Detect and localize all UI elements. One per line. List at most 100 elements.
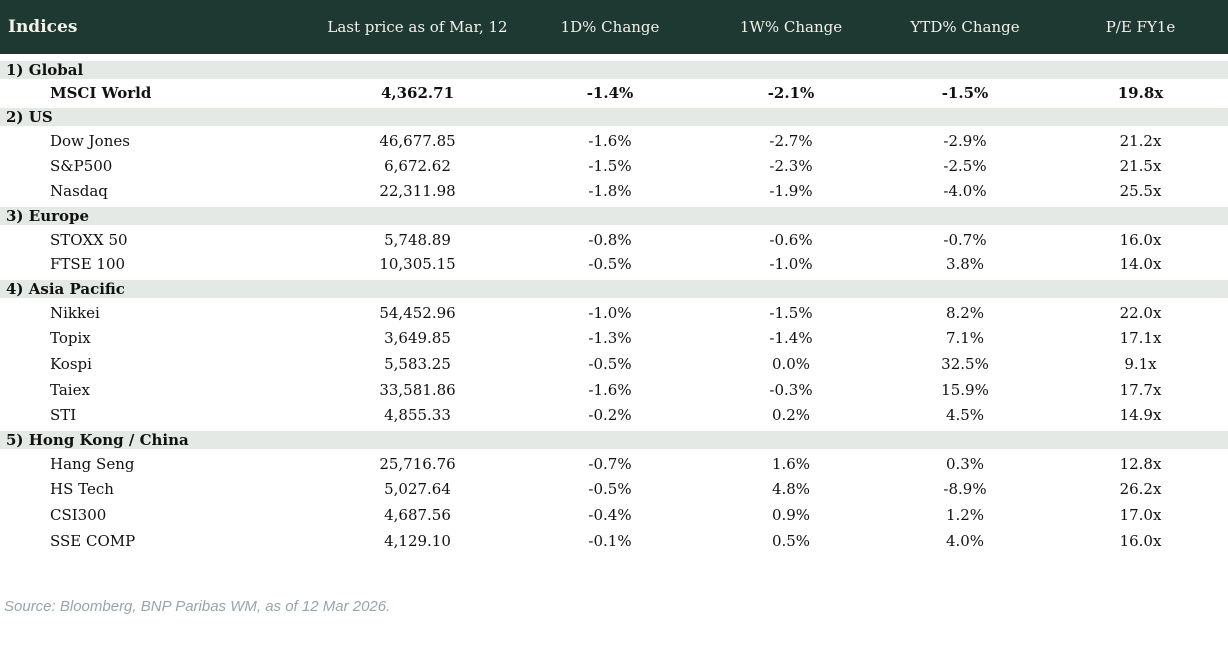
- ytd-change-cell: 3.8%: [877, 252, 1053, 278]
- pe-cell: 14.0x: [1053, 252, 1228, 278]
- 1w-change-cell: 0.2%: [705, 403, 877, 429]
- section-row: 1) Global: [0, 55, 1228, 82]
- column-header-1w-change: 1W% Change: [705, 0, 877, 61]
- index-name-cell: S&P500: [0, 153, 320, 179]
- section-row: 4) Asia Pacific: [0, 276, 1228, 301]
- 1w-change-cell: 0.9%: [705, 502, 877, 528]
- source-note: Source: Bloomberg, BNP Paribas WM, as of…: [4, 598, 391, 615]
- table-title: Indices: [0, 0, 320, 61]
- 1d-change-cell: -0.4%: [515, 502, 705, 528]
- last-price-cell: 4,687.56: [320, 502, 515, 528]
- pe-cell: 9.1x: [1053, 351, 1228, 377]
- ytd-change-cell: 4.0%: [877, 528, 1053, 554]
- index-name-cell: MSCI World: [0, 80, 320, 106]
- 1w-change-cell: 4.8%: [705, 476, 877, 502]
- 1d-change-cell: -1.4%: [515, 80, 705, 106]
- index-row: Kospi 5,583.25 -0.5% 0.0% 32.5% 9.1x: [0, 351, 1228, 377]
- pe-cell: 16.0x: [1053, 226, 1228, 252]
- index-name-cell: Taiex: [0, 377, 320, 403]
- 1w-change-cell: -1.4%: [705, 325, 877, 351]
- 1d-change-cell: -0.1%: [515, 528, 705, 554]
- ytd-change-cell: 7.1%: [877, 325, 1053, 351]
- section-row: 5) Hong Kong / China: [0, 427, 1228, 452]
- section-label: 1) Global: [0, 55, 1228, 82]
- 1d-change-cell: -1.3%: [515, 325, 705, 351]
- index-row: FTSE 100 10,305.15 -0.5% -1.0% 3.8% 14.0x: [0, 252, 1228, 278]
- pe-cell: 26.2x: [1053, 476, 1228, 502]
- index-name-cell: Hang Seng: [0, 450, 320, 476]
- pe-cell: 16.0x: [1053, 528, 1228, 554]
- indices-table: Indices Last price as of Mar, 12 1D% Cha…: [0, 0, 1228, 554]
- 1w-change-cell: 1.6%: [705, 450, 877, 476]
- 1d-change-cell: -1.6%: [515, 377, 705, 403]
- 1w-change-cell: 0.0%: [705, 351, 877, 377]
- ytd-change-cell: 32.5%: [877, 351, 1053, 377]
- section-label: 5) Hong Kong / China: [0, 427, 1228, 452]
- 1w-change-cell: 0.5%: [705, 528, 877, 554]
- index-name-cell: Kospi: [0, 351, 320, 377]
- pe-cell: 17.1x: [1053, 325, 1228, 351]
- 1d-change-cell: -0.7%: [515, 450, 705, 476]
- last-price-cell: 3,649.85: [320, 325, 515, 351]
- ytd-change-cell: 1.2%: [877, 502, 1053, 528]
- last-price-cell: 6,672.62: [320, 153, 515, 179]
- pe-cell: 17.0x: [1053, 502, 1228, 528]
- index-name-cell: Dow Jones: [0, 127, 320, 153]
- 1w-change-cell: -2.3%: [705, 153, 877, 179]
- index-row: STOXX 50 5,748.89 -0.8% -0.6% -0.7% 16.0x: [0, 226, 1228, 252]
- 1d-change-cell: -0.8%: [515, 226, 705, 252]
- last-price-cell: 5,027.64: [320, 476, 515, 502]
- index-name-cell: STI: [0, 403, 320, 429]
- pe-cell: 17.7x: [1053, 377, 1228, 403]
- index-name-cell: CSI300: [0, 502, 320, 528]
- table-body: 1) Global MSCI World 4,362.71 -1.4% -2.1% -1.…: [0, 55, 1228, 554]
- pe-cell: 21.5x: [1053, 153, 1228, 179]
- index-row: Dow Jones 46,677.85 -1.6% -2.7% -2.9% 21.2x: [0, 127, 1228, 153]
- index-row: SSE COMP 4,129.10 -0.1% 0.5% 4.0% 16.0x: [0, 528, 1228, 554]
- index-name-cell: HS Tech: [0, 476, 320, 502]
- section-label: 4) Asia Pacific: [0, 276, 1228, 301]
- last-price-cell: 33,581.86: [320, 377, 515, 403]
- 1d-change-cell: -1.6%: [515, 127, 705, 153]
- column-header-pe: P/E FY1e: [1053, 0, 1228, 61]
- last-price-cell: 10,305.15: [320, 252, 515, 278]
- index-row: STI 4,855.33 -0.2% 0.2% 4.5% 14.9x: [0, 403, 1228, 429]
- column-header-ytd-change: YTD% Change: [877, 0, 1053, 61]
- last-price-cell: 5,583.25: [320, 351, 515, 377]
- section-row: 2) US: [0, 104, 1228, 129]
- table-header: Indices Last price as of Mar, 12 1D% Cha…: [0, 0, 1228, 61]
- pe-cell: 19.8x: [1053, 80, 1228, 106]
- 1d-change-cell: -0.5%: [515, 351, 705, 377]
- 1d-change-cell: -1.8%: [515, 179, 705, 205]
- pe-cell: 25.5x: [1053, 179, 1228, 205]
- ytd-change-cell: -2.5%: [877, 153, 1053, 179]
- section-label: 3) Europe: [0, 203, 1228, 228]
- index-row: CSI300 4,687.56 -0.4% 0.9% 1.2% 17.0x: [0, 502, 1228, 528]
- index-name-cell: Nikkei: [0, 299, 320, 325]
- index-name-cell: STOXX 50: [0, 226, 320, 252]
- section-row: 3) Europe: [0, 203, 1228, 228]
- 1w-change-cell: -1.9%: [705, 179, 877, 205]
- ytd-change-cell: -8.9%: [877, 476, 1053, 502]
- index-row: HS Tech 5,027.64 -0.5% 4.8% -8.9% 26.2x: [0, 476, 1228, 502]
- 1w-change-cell: -0.6%: [705, 226, 877, 252]
- section-label: 2) US: [0, 104, 1228, 129]
- 1d-change-cell: -1.5%: [515, 153, 705, 179]
- index-row: Nikkei 54,452.96 -1.0% -1.5% 8.2% 22.0x: [0, 299, 1228, 325]
- pe-cell: 21.2x: [1053, 127, 1228, 153]
- index-name-cell: FTSE 100: [0, 252, 320, 278]
- last-price-cell: 25,716.76: [320, 450, 515, 476]
- pe-cell: 22.0x: [1053, 299, 1228, 325]
- ytd-change-cell: -1.5%: [877, 80, 1053, 106]
- 1w-change-cell: -2.7%: [705, 127, 877, 153]
- 1w-change-cell: -1.5%: [705, 299, 877, 325]
- 1w-change-cell: -2.1%: [705, 80, 877, 106]
- index-row: MSCI World 4,362.71 -1.4% -2.1% -1.5% 19.8x: [0, 80, 1228, 106]
- 1d-change-cell: -1.0%: [515, 299, 705, 325]
- 1w-change-cell: -1.0%: [705, 252, 877, 278]
- pe-cell: 12.8x: [1053, 450, 1228, 476]
- index-name-cell: SSE COMP: [0, 528, 320, 554]
- index-row: Taiex 33,581.86 -1.6% -0.3% 15.9% 17.7x: [0, 377, 1228, 403]
- index-row: Hang Seng 25,716.76 -0.7% 1.6% 0.3% 12.8x: [0, 450, 1228, 476]
- index-name-cell: Topix: [0, 325, 320, 351]
